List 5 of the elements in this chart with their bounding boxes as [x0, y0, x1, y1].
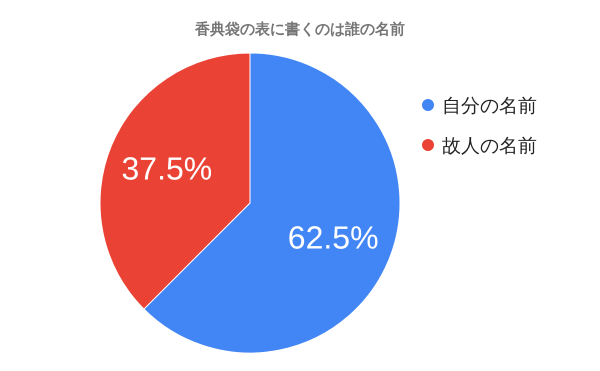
data-label: 62.5%: [288, 219, 379, 256]
data-label: 37.5%: [121, 150, 212, 187]
chart-title: 香典袋の表に書くのは誰の名前: [194, 21, 405, 38]
legend-label: 故人の名前: [442, 136, 537, 157]
legend-label: 自分の名前: [442, 96, 537, 117]
